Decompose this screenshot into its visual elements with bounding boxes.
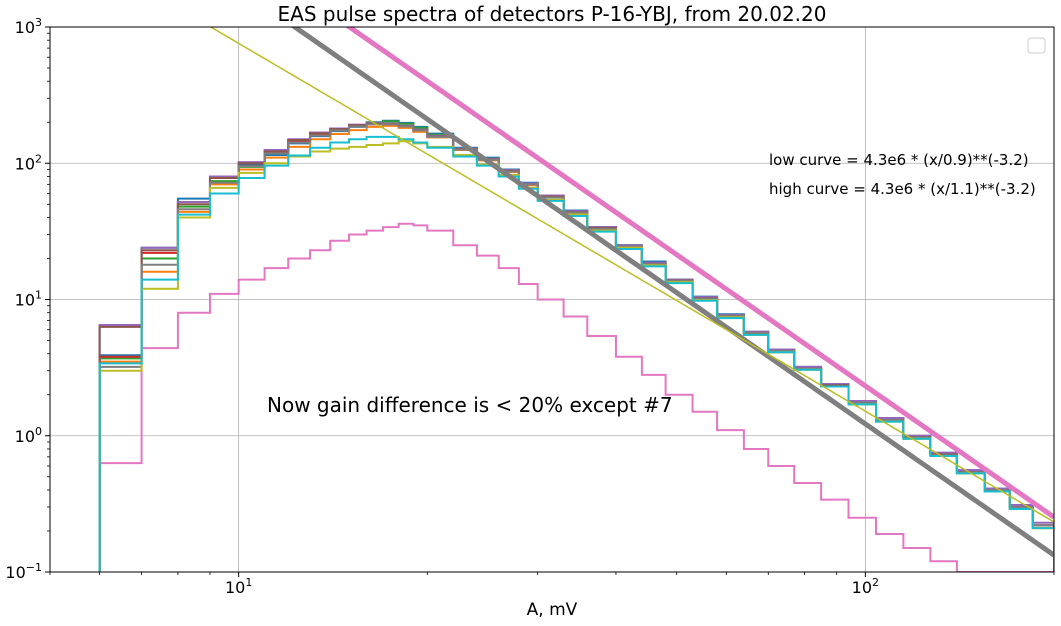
y-tick-label: 103: [15, 16, 42, 37]
curves-layer: [209, 27, 1054, 558]
histogram-series-7: [98, 222, 1054, 572]
y-tick-label: 100: [15, 425, 42, 446]
x-tick-label: 101: [225, 576, 252, 597]
y-axis-ticks: 10−1 100 101 102 103: [5, 16, 50, 582]
x-axis-ticks: 101 102: [49, 572, 1055, 597]
power-law-curve-2: [345, 27, 1054, 520]
chart-title: EAS pulse spectra of detectors P-16-YBJ,…: [278, 2, 827, 26]
annotation-high-curve: high curve = 4.3e6 * (x/1.1)**(-3.2): [769, 180, 1036, 198]
y-tick-label: 102: [15, 152, 42, 173]
legend-box: [1027, 37, 1046, 54]
histogram-series-10: [98, 135, 1054, 572]
y-tick-label: 10−1: [5, 561, 42, 582]
annotation-gain-difference: Now gain difference is < 20% except #7: [267, 393, 673, 417]
series-layer: [98, 119, 1054, 572]
y-tick-label: 101: [15, 289, 42, 310]
annotation-low-curve: low curve = 4.3e6 * (x/0.9)**(-3.2): [769, 151, 1029, 169]
power-law-curve-1: [290, 27, 1054, 558]
histogram-series-8: [98, 123, 1054, 572]
power-law-curve-3: [209, 27, 1054, 523]
x-axis-label: A, mV: [527, 600, 578, 620]
x-tick-label: 102: [852, 576, 879, 597]
